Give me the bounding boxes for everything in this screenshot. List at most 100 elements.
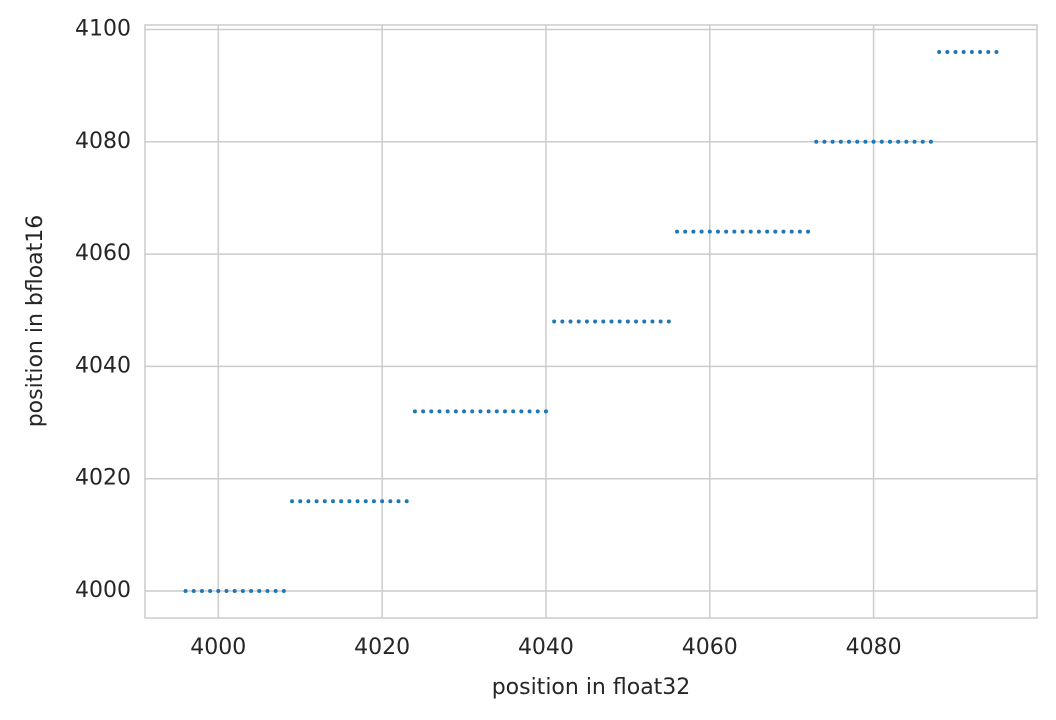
point (494, 409, 499, 414)
point (445, 409, 450, 414)
point (535, 409, 540, 414)
point (347, 499, 352, 504)
point (847, 139, 852, 144)
point (552, 319, 557, 324)
point (978, 49, 983, 54)
point (855, 139, 860, 144)
point (994, 49, 999, 54)
x-tick-label: 4040 (518, 635, 574, 660)
plot-area (144, 24, 1038, 619)
point (724, 229, 729, 234)
point (519, 409, 524, 414)
point (330, 499, 335, 504)
point (642, 319, 647, 324)
point (183, 589, 188, 594)
point (773, 229, 778, 234)
point (707, 229, 712, 234)
point (822, 139, 827, 144)
point (470, 409, 475, 414)
y-tick-label: 4000 (75, 578, 131, 603)
point (814, 139, 819, 144)
point (658, 319, 663, 324)
point (904, 139, 909, 144)
point (404, 499, 409, 504)
point (797, 229, 802, 234)
point (617, 319, 622, 324)
point (666, 319, 671, 324)
point (584, 319, 589, 324)
point (249, 589, 254, 594)
point (543, 409, 548, 414)
point (740, 229, 745, 234)
point (863, 139, 868, 144)
point (986, 49, 991, 54)
point (257, 589, 262, 594)
point (789, 229, 794, 234)
point (650, 319, 655, 324)
point (748, 229, 753, 234)
point (240, 589, 245, 594)
point (634, 319, 639, 324)
point (601, 319, 606, 324)
point (355, 499, 360, 504)
point (765, 229, 770, 234)
point (265, 589, 270, 594)
point (961, 49, 966, 54)
point (568, 319, 573, 324)
point (306, 499, 311, 504)
point (298, 499, 303, 504)
point (912, 139, 917, 144)
point (290, 499, 295, 504)
point (224, 589, 229, 594)
x-axis-label: position in float32 (492, 675, 691, 700)
y-tick-label: 4100 (75, 16, 131, 41)
x-tick-label: 4000 (190, 635, 246, 660)
point (593, 319, 598, 324)
point (429, 409, 434, 414)
point (314, 499, 319, 504)
point (208, 589, 213, 594)
y-axis-label: position in bfloat16 (23, 215, 48, 428)
point (453, 409, 458, 414)
point (363, 499, 368, 504)
point (838, 139, 843, 144)
point (527, 409, 532, 414)
point (781, 229, 786, 234)
y-tick-label: 4040 (75, 353, 131, 378)
point (953, 49, 958, 54)
point (920, 139, 925, 144)
point (191, 589, 196, 594)
point (683, 229, 688, 234)
y-tick-label: 4080 (75, 129, 131, 154)
point (486, 409, 491, 414)
point (437, 409, 442, 414)
x-tick-label: 4080 (846, 635, 902, 660)
point (896, 139, 901, 144)
point (339, 499, 344, 504)
point (396, 499, 401, 504)
point (756, 229, 761, 234)
point (322, 499, 327, 504)
point (511, 409, 516, 414)
y-tick-label: 4060 (75, 241, 131, 266)
point (609, 319, 614, 324)
point (388, 499, 393, 504)
point (216, 589, 221, 594)
point (691, 229, 696, 234)
point (232, 589, 237, 594)
point (928, 139, 933, 144)
point (502, 409, 507, 414)
point (699, 229, 704, 234)
point (371, 499, 376, 504)
x-tick-label: 4020 (354, 635, 410, 660)
point (969, 49, 974, 54)
x-tick-label: 4060 (682, 635, 738, 660)
point (380, 499, 385, 504)
point (576, 319, 581, 324)
point (887, 139, 892, 144)
y-tick-label: 4020 (75, 466, 131, 491)
point (421, 409, 426, 414)
point (937, 49, 942, 54)
point (199, 589, 204, 594)
